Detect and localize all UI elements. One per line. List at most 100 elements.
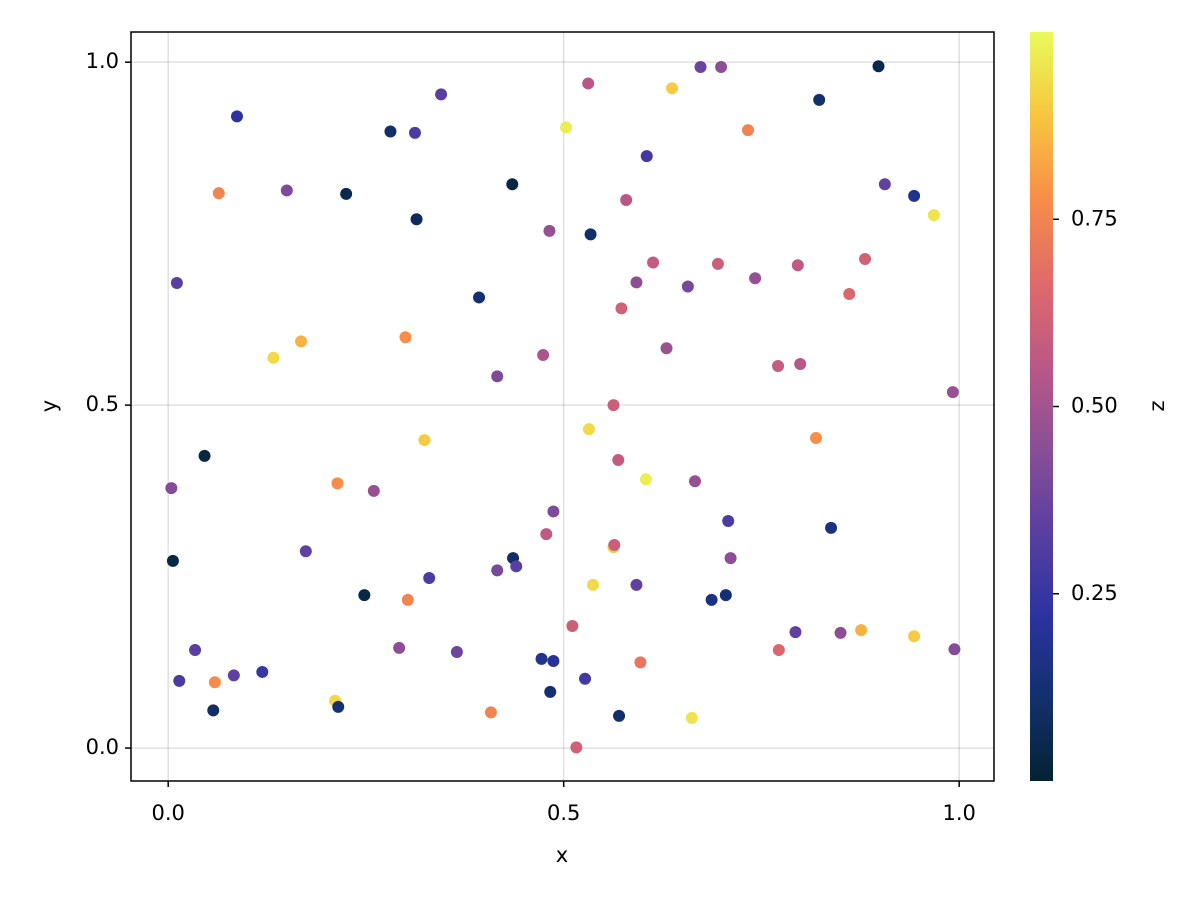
point [612,454,625,466]
point [908,630,921,643]
y-tick-label: 1.0 [86,49,119,73]
point [607,399,620,412]
point [705,593,718,606]
point [749,272,762,285]
point [584,228,597,241]
point [560,121,573,134]
point [810,432,823,445]
y-tick-label: 0.5 [86,392,119,416]
point [630,276,643,289]
point [741,124,754,137]
point [295,335,308,348]
point [384,125,397,138]
point [859,253,872,266]
point [582,77,595,90]
point [358,589,371,602]
plot-frame [130,31,995,782]
point [640,150,653,163]
point [544,685,557,698]
point [208,676,221,689]
point [484,706,497,719]
point [340,187,353,200]
point [450,646,463,659]
point [927,209,940,222]
point [299,545,312,558]
x-tick-label: 0.5 [547,801,580,825]
point [772,360,785,373]
point [410,213,423,226]
point [408,126,421,139]
point [423,571,436,584]
point [685,711,698,724]
point [280,184,293,197]
point [666,82,679,95]
point [688,475,701,488]
point [491,370,504,383]
point [173,674,186,687]
colorbar-label: z [1145,400,1169,411]
point [399,331,412,344]
point [791,259,804,272]
point [473,291,486,304]
point [212,187,225,200]
colorbar [1030,32,1053,781]
point [230,110,243,123]
point [843,288,856,301]
point [878,178,891,191]
point [724,552,737,565]
point [908,189,921,202]
point [418,434,431,447]
point [566,619,579,632]
point [582,423,595,436]
point [267,351,280,364]
point [620,194,633,207]
point [647,256,660,269]
point [547,654,560,667]
point [166,554,179,567]
point [639,473,652,486]
point [719,589,732,602]
point [872,60,885,73]
point [794,357,807,370]
point [367,484,380,497]
point [393,641,406,654]
point [506,178,519,191]
point [855,624,868,637]
point [170,277,183,290]
point [535,652,548,665]
y-tick-label: 0.0 [86,735,119,759]
point [586,578,599,591]
y-axis-label: y [37,400,61,412]
point [540,528,553,541]
colorbar-tick-label: 0.75 [1071,206,1118,230]
plot-area [131,32,994,781]
x-axis-label: x [556,843,568,867]
point [207,704,220,717]
point [681,280,694,293]
point [608,539,621,552]
point [772,643,785,656]
point [198,449,211,462]
point [722,515,735,528]
point [435,88,448,101]
point [813,93,826,106]
point [165,482,178,495]
point [948,643,961,656]
x-tick-label: 0.0 [151,801,184,825]
point [694,60,707,73]
point [570,741,583,754]
point [331,477,344,490]
point [543,224,556,237]
point [834,626,847,639]
point [227,669,240,682]
point [825,521,838,534]
colorbar-tick-label: 0.50 [1071,394,1118,418]
colorbar-tick-label: 0.25 [1071,581,1118,605]
point [189,643,202,656]
point [579,672,592,685]
point [401,593,414,606]
point [332,700,345,713]
point [789,626,802,639]
point [256,665,269,678]
